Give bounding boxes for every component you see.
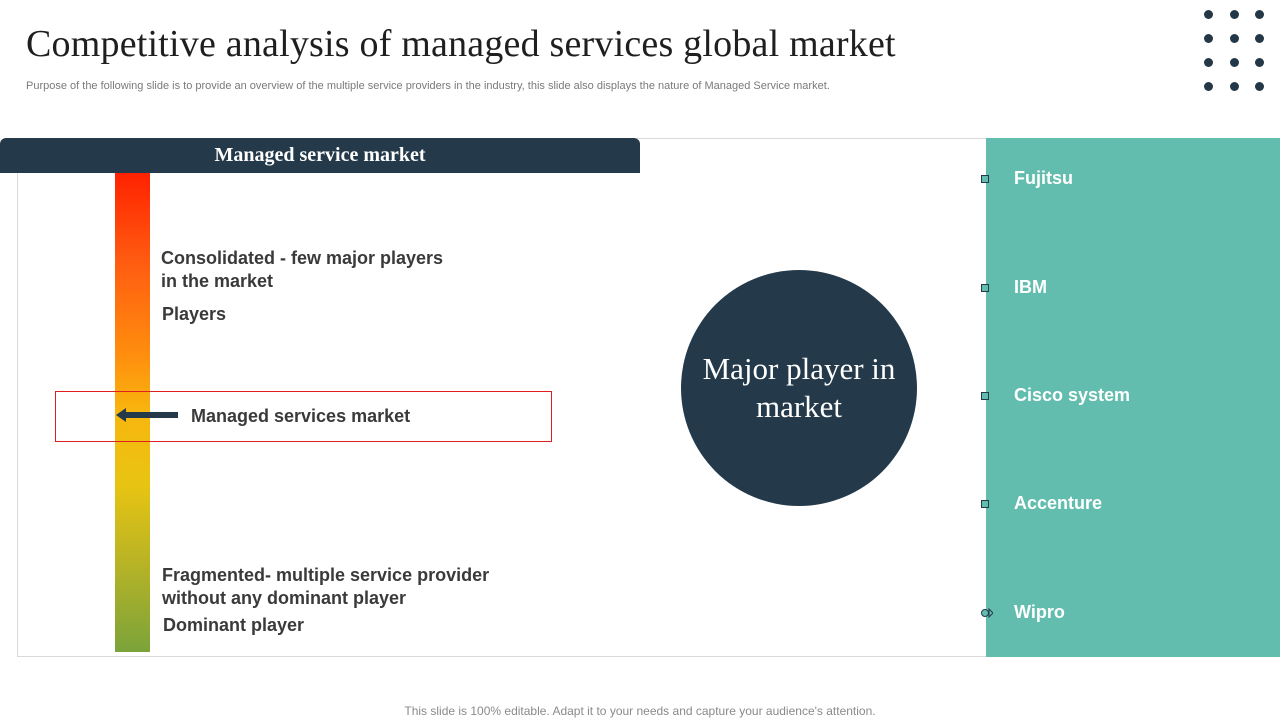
players-label: Players (162, 304, 227, 324)
players-panel (986, 138, 1280, 657)
square-bullet-icon (981, 499, 989, 508)
square-bullet-icon (981, 174, 989, 183)
footer-note: This slide is 100% editable. Adapt it to… (404, 704, 876, 718)
square-bullet-icon (981, 391, 989, 400)
arrow-left-icon (116, 408, 178, 422)
player-name: Accenture (1014, 493, 1103, 513)
arrow-bullet-icon (981, 607, 993, 618)
consolidated-label: Consolidated - few major players in the … (161, 248, 444, 291)
decorative-dots-icon (1204, 10, 1264, 94)
player-item-fujitsu: Fujitsu (981, 168, 1073, 189)
managed-services-market-label: Managed services market (191, 406, 411, 426)
major-player-circle: Major player in market (681, 270, 917, 506)
highlight-box (55, 391, 552, 442)
player-item-ibm: IBM (981, 277, 1047, 298)
square-bullet-icon (981, 283, 989, 292)
player-name: IBM (1014, 277, 1047, 297)
market-header: Managed service market (0, 138, 640, 173)
page-title: Competitive analysis of managed services… (26, 23, 896, 65)
player-name: Wipro (1014, 602, 1065, 622)
market-header-label: Managed service market (214, 144, 426, 166)
page-subtitle: Purpose of the following slide is to pro… (26, 80, 830, 92)
fragmented-label: Fragmented- multiple service provider wi… (162, 565, 490, 608)
major-player-text: Major player in market (702, 351, 896, 424)
player-name: Cisco system (1014, 385, 1131, 405)
player-item-cisco: Cisco system (981, 385, 1130, 406)
player-item-wipro: Wipro (981, 602, 1065, 623)
player-name: Fujitsu (1014, 168, 1073, 188)
player-item-accenture: Accenture (981, 493, 1102, 514)
dominant-player-label: Dominant player (163, 615, 305, 635)
